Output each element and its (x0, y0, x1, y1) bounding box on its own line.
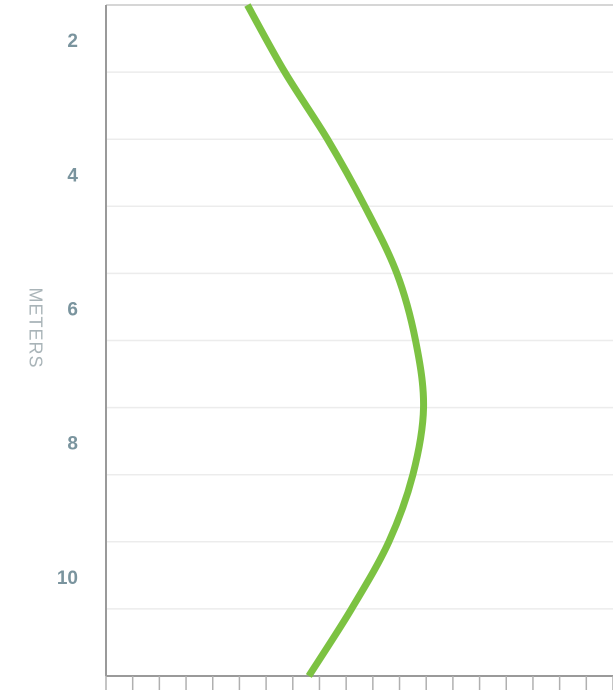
y-tick-label: 8 (67, 434, 78, 455)
y-tick-label: 10 (57, 568, 78, 589)
y-tick-label: 6 (67, 300, 78, 321)
y-axis-title: METERS (25, 287, 45, 368)
line (244, 3, 428, 678)
y-tick-label: 2 (67, 31, 78, 52)
y-tick-label: 4 (67, 165, 78, 186)
